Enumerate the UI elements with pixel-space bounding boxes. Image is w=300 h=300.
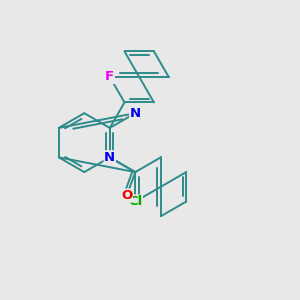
Text: Cl: Cl (128, 195, 142, 208)
Text: F: F (105, 70, 114, 83)
Text: N: N (130, 107, 141, 120)
Text: O: O (121, 189, 132, 202)
Text: N: N (104, 151, 115, 164)
